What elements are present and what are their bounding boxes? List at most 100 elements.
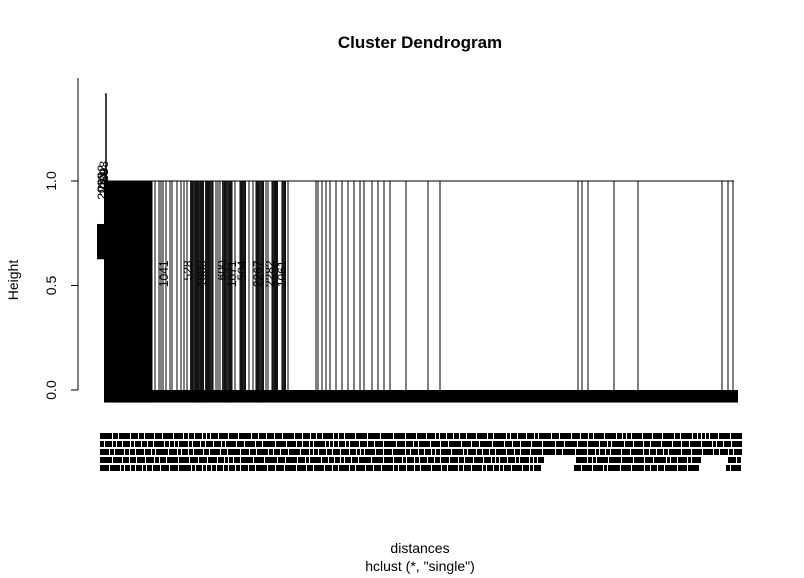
leaf-tick-label (325, 465, 332, 471)
leaf-tick-label (366, 465, 373, 471)
leaf-tick-label (206, 441, 213, 447)
leaf-tick-label (327, 449, 332, 455)
leaf-tick-label (137, 457, 145, 463)
leaf-tick-label (658, 465, 664, 471)
leaf-tick-label (119, 433, 130, 439)
leaf-tick-label (295, 433, 302, 439)
leaf-tick-label (326, 441, 329, 447)
stacked-leaf-marker (97, 253, 107, 260)
leaf-tick-label (608, 441, 611, 447)
leaf-tick-label (135, 441, 141, 447)
leaf-tick-label (474, 457, 483, 463)
leaf-tick-label (441, 457, 449, 463)
leaf-tick-label (530, 465, 533, 471)
leaf-tick-label (467, 433, 476, 439)
leaf-tick-label (703, 449, 713, 455)
leaf-tick-label (334, 441, 338, 447)
stacked-leaf-marker (97, 228, 107, 235)
leaf-tick-label (600, 449, 605, 455)
leaf-tick-label (333, 465, 338, 471)
leaf-tick-label (301, 449, 309, 455)
leaf-tick-label (414, 441, 418, 447)
leaf-tick-label (420, 457, 427, 463)
leaf-tick-label (297, 441, 302, 447)
leaf-tick-label (241, 449, 249, 455)
leaf-tick-label (130, 457, 136, 463)
leaf-tick-label (464, 449, 467, 455)
dense-cluster (272, 181, 278, 403)
leaf-tick-label (110, 465, 120, 471)
leaf-tick-label (214, 441, 221, 447)
leaf-tick-label (560, 433, 571, 439)
leaf-tick-label (269, 449, 273, 455)
leaf-tick-label (175, 441, 178, 447)
leaf-tick-label (350, 465, 355, 471)
leaf-tick-label (483, 449, 489, 455)
leaf-tick-label (131, 433, 138, 439)
leaf-tick-label (334, 433, 338, 439)
leaf-tick-label (552, 433, 559, 439)
leaf-tick-label (161, 465, 169, 471)
leaf-tick-label (174, 433, 183, 439)
leaf-tick-label (518, 433, 526, 439)
leaf-tick-label (100, 433, 112, 439)
leaf-tick-label (534, 457, 537, 463)
leaf-tick-label (190, 457, 198, 463)
chart-title: Cluster Dendrogram (338, 33, 502, 52)
leaf-tick-label (333, 449, 340, 455)
leaf-tick-label (625, 441, 633, 447)
node-label: 504 (235, 260, 249, 280)
leaf-tick-label (464, 465, 471, 471)
leaf-tick-label (724, 441, 731, 447)
leaf-tick-label (512, 465, 522, 471)
leaf-tick-label (259, 433, 266, 439)
leaf-tick-label (678, 457, 687, 463)
leaf-tick-label (303, 441, 309, 447)
leaf-tick-label (436, 449, 440, 455)
leaf-tick-label (622, 457, 633, 463)
leaf-tick-label (360, 441, 367, 447)
leaf-tick-label (350, 449, 356, 455)
leaf-tick-label (450, 457, 458, 463)
leaf-tick-label (484, 457, 491, 463)
leaf-tick-label (702, 433, 705, 439)
leaf-tick-label (123, 457, 129, 463)
leaf-tick-label (357, 449, 360, 455)
leaf-tick-label (432, 465, 441, 471)
leaf-tick-label (314, 465, 324, 471)
leaf-tick-label (339, 441, 345, 447)
leaf-tick-label (543, 449, 555, 455)
leaf-tick-label (250, 449, 256, 455)
leaf-tick-label (527, 433, 534, 439)
leaf-tick-label (365, 449, 375, 455)
leaf-tick-label (407, 457, 414, 463)
leaf-tick-label (274, 449, 280, 455)
leaf-tick-label (393, 449, 405, 455)
leaf-tick-label (170, 441, 174, 447)
leaf-tick-label (341, 449, 349, 455)
leaf-tick-label (298, 457, 305, 463)
leaf-tick-label (596, 449, 599, 455)
leaf-tick-label (657, 449, 663, 455)
leaf-tick-label (314, 449, 318, 455)
leaf-tick-label (516, 457, 519, 463)
leaf-tick-label (281, 449, 288, 455)
leaf-tick-label (152, 449, 155, 455)
leaf-tick-label (644, 449, 649, 455)
leaf-tick-label (600, 441, 607, 447)
leaf-tick-label (604, 465, 607, 471)
leaf-tick-label (345, 433, 355, 439)
leaf-tick-label (494, 465, 499, 471)
leaf-tick-label (459, 457, 464, 463)
leaf-tick-label (651, 465, 657, 471)
leaf-tick-label (543, 441, 555, 447)
leaf-tick-label (732, 441, 742, 447)
leaf-tick-label (472, 465, 482, 471)
leaf-tick-label (427, 433, 435, 439)
leaf-tick-label (192, 465, 195, 471)
cluster-label: 2059 (97, 169, 111, 196)
dense-cluster (240, 181, 246, 403)
leaf-tick-label (538, 457, 544, 463)
leaf-tick-label (589, 433, 593, 439)
leaf-tick-label (225, 457, 228, 463)
